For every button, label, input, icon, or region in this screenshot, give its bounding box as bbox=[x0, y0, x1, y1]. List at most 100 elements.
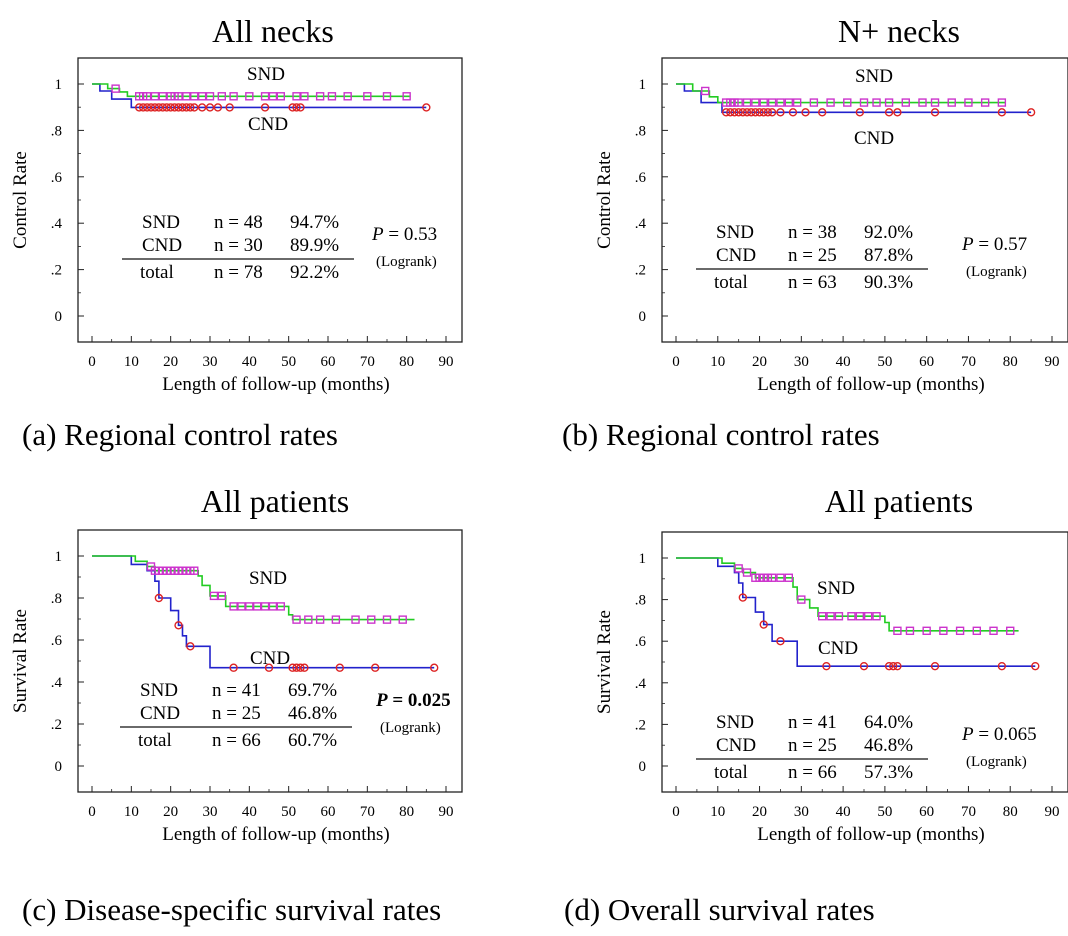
censor-marker-snd bbox=[843, 98, 852, 107]
stats-rate-0: 94.7% bbox=[290, 212, 339, 233]
x-tick-label: 10 bbox=[124, 804, 139, 820]
censor-marker-cnd bbox=[178, 103, 187, 112]
x-tick-label: 0 bbox=[88, 804, 96, 820]
censor-marker-cnd bbox=[186, 642, 195, 651]
censor-marker-cnd bbox=[422, 103, 431, 112]
censor-marker-cnd bbox=[801, 108, 810, 117]
x-tick-label: 30 bbox=[203, 804, 218, 820]
test-name: (Logrank) bbox=[380, 720, 441, 736]
x-tick-label: 60 bbox=[321, 804, 336, 820]
stats-rate-0: 92.0% bbox=[864, 222, 913, 243]
censor-marker-snd bbox=[751, 98, 760, 107]
x-tick-label: 20 bbox=[163, 804, 178, 820]
censor-marker-snd bbox=[398, 615, 407, 624]
y-tick-label: .6 bbox=[635, 634, 647, 650]
censor-marker-snd bbox=[701, 86, 710, 96]
censor-marker-cnd bbox=[225, 103, 234, 112]
y-axis-title: Survival Rate bbox=[594, 610, 615, 714]
x-tick-label: 0 bbox=[672, 354, 680, 370]
censor-marker-snd bbox=[859, 98, 869, 107]
censor-marker-snd bbox=[826, 98, 835, 107]
censor-marker-cnd bbox=[930, 661, 940, 671]
x-tick-label: 30 bbox=[203, 354, 218, 370]
stats-n-1: n = 25 bbox=[788, 245, 837, 266]
stats-group-1: CND bbox=[142, 235, 182, 256]
x-tick-label: 10 bbox=[710, 354, 725, 370]
censor-marker-snd bbox=[863, 612, 873, 621]
y-tick-label: .8 bbox=[51, 591, 62, 607]
series-label-cnd: CND bbox=[854, 128, 894, 149]
censor-marker-snd bbox=[997, 98, 1007, 107]
censor-marker-cnd bbox=[721, 108, 731, 117]
y-tick-label: .4 bbox=[51, 216, 63, 232]
censor-marker-snd bbox=[980, 98, 990, 107]
censor-marker-snd bbox=[855, 612, 865, 621]
stats-n-0: n = 41 bbox=[788, 712, 837, 733]
censor-marker-snd bbox=[315, 615, 325, 624]
censor-marker-cnd bbox=[1026, 108, 1036, 117]
x-tick-label: 30 bbox=[794, 354, 809, 370]
censor-marker-cnd bbox=[296, 103, 305, 112]
series-label-snd: SND bbox=[855, 66, 893, 87]
x-axis-title: Length of follow-up (months) bbox=[162, 824, 389, 845]
series-line-cnd bbox=[676, 83, 1032, 114]
censor-marker-cnd bbox=[197, 103, 207, 112]
stats-group-0: SND bbox=[716, 222, 754, 243]
censor-marker-snd bbox=[158, 92, 168, 101]
stats-rate-2: 57.3% bbox=[864, 762, 913, 783]
y-tick-label: .4 bbox=[635, 676, 647, 692]
censor-marker-cnd bbox=[335, 663, 344, 672]
censor-marker-snd bbox=[847, 612, 856, 621]
censor-marker-cnd bbox=[759, 108, 768, 117]
p-symbol: P bbox=[961, 234, 974, 255]
stats-rate-1: 46.8% bbox=[288, 703, 337, 724]
stats-group-0: SND bbox=[142, 212, 180, 233]
censor-marker-cnd bbox=[855, 108, 865, 117]
censor-marker-cnd bbox=[884, 108, 894, 117]
censor-marker-snd bbox=[930, 98, 940, 107]
censor-marker-snd bbox=[197, 92, 207, 101]
series-label-cnd: CND bbox=[818, 638, 858, 659]
censor-marker-snd bbox=[190, 92, 199, 101]
censor-marker-snd bbox=[964, 98, 973, 107]
censor-marker-cnd bbox=[755, 108, 764, 117]
series-label-cnd: CND bbox=[248, 114, 288, 135]
stats-n-1: n = 25 bbox=[788, 735, 837, 756]
series-label-snd: SND bbox=[247, 64, 285, 85]
y-tick-label: .6 bbox=[635, 170, 647, 186]
censor-marker-cnd bbox=[730, 108, 739, 117]
censor-marker-snd bbox=[784, 573, 794, 582]
x-tick-label: 80 bbox=[399, 804, 414, 820]
censor-marker-cnd bbox=[264, 663, 274, 672]
censor-marker-snd bbox=[989, 626, 998, 636]
x-axis-title: Length of follow-up (months) bbox=[757, 824, 984, 845]
y-tick-label: 1 bbox=[639, 551, 647, 567]
x-tick-label: 50 bbox=[877, 804, 892, 820]
censor-marker-cnd bbox=[997, 108, 1007, 117]
censor-marker-snd bbox=[972, 626, 981, 636]
chart-title: All patients bbox=[825, 483, 973, 519]
series-label-snd: SND bbox=[817, 578, 855, 599]
x-tick-label: 40 bbox=[242, 804, 257, 820]
panel-caption: (a) Regional control rates bbox=[22, 417, 338, 452]
panel-caption: (d) Overall survival rates bbox=[564, 892, 875, 927]
censor-marker-cnd bbox=[288, 103, 297, 112]
censor-marker-cnd bbox=[174, 103, 183, 112]
censor-marker-snd bbox=[759, 98, 768, 107]
p-value: P = 0.025 bbox=[375, 690, 451, 711]
censor-marker-snd bbox=[834, 612, 844, 621]
censor-marker-snd bbox=[893, 626, 902, 636]
censor-marker-cnd bbox=[166, 103, 175, 112]
censor-marker-snd bbox=[142, 92, 152, 101]
x-tick-label: 10 bbox=[124, 354, 139, 370]
censor-marker-cnd bbox=[154, 593, 164, 603]
censor-marker-snd bbox=[872, 612, 881, 621]
x-tick-label: 40 bbox=[836, 354, 851, 370]
test-name: (Logrank) bbox=[966, 754, 1027, 770]
censor-marker-snd bbox=[767, 98, 777, 107]
censor-marker-cnd bbox=[859, 661, 869, 671]
panel-caption: (b) Regional control rates bbox=[562, 417, 880, 452]
censor-marker-cnd bbox=[889, 661, 898, 671]
censor-marker-cnd bbox=[174, 621, 183, 630]
